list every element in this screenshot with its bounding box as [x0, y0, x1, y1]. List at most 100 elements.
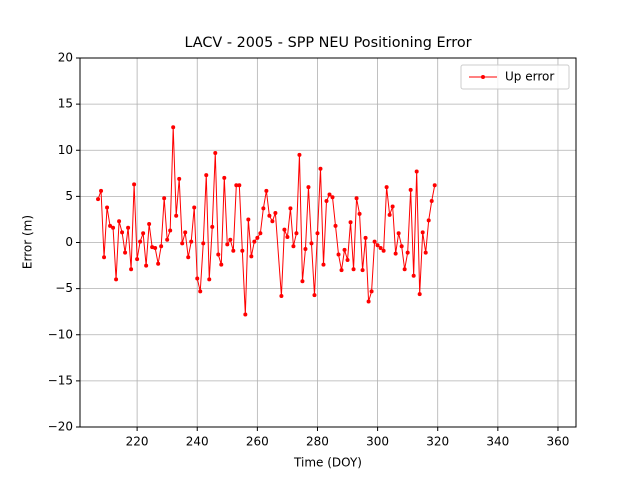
data-point: [348, 220, 353, 225]
data-point: [432, 183, 437, 188]
y-tick-label: 15: [58, 97, 73, 111]
data-point: [135, 257, 140, 262]
data-point: [96, 197, 101, 202]
data-point: [297, 152, 302, 157]
data-point: [144, 263, 149, 268]
y-axis-label: Error (m): [21, 215, 35, 269]
data-point: [357, 211, 362, 216]
data-point: [270, 219, 275, 224]
data-point: [390, 204, 395, 209]
data-point: [333, 223, 338, 228]
data-point: [261, 206, 266, 211]
data-point: [162, 196, 167, 201]
data-point: [150, 245, 155, 250]
data-point: [132, 182, 137, 187]
data-point: [210, 224, 215, 229]
data-point: [267, 213, 272, 218]
data-point: [255, 235, 260, 240]
data-point: [264, 188, 269, 193]
data-point: [417, 292, 422, 297]
data-point: [339, 268, 344, 273]
data-point: [243, 312, 248, 317]
y-tick-label: −10: [48, 327, 73, 341]
data-point: [426, 218, 431, 223]
legend-label: Up error: [505, 70, 554, 84]
data-point: [342, 247, 347, 252]
data-point: [195, 276, 200, 281]
y-tick-label: −20: [48, 420, 73, 434]
plot-frame: [79, 57, 577, 428]
data-point: [123, 250, 128, 255]
data-point: [225, 242, 230, 247]
data-point: [252, 239, 257, 244]
data-point: [324, 198, 329, 203]
data-point: [321, 262, 326, 267]
x-tick-label: 320: [426, 435, 449, 449]
data-point: [108, 223, 113, 228]
data-point: [222, 175, 227, 180]
data-point: [288, 206, 293, 211]
data-point: [207, 277, 212, 282]
data-point: [102, 255, 107, 260]
x-tick-label: 260: [246, 435, 269, 449]
data-point: [177, 176, 182, 181]
data-point: [285, 234, 290, 239]
data-point: [402, 267, 407, 272]
data-point: [354, 196, 359, 201]
data-point: [423, 250, 428, 255]
x-tick-label: 220: [126, 435, 149, 449]
data-point: [378, 246, 383, 251]
legend-box: [460, 64, 570, 90]
data-point: [306, 185, 311, 190]
data-point: [414, 169, 419, 174]
data-point: [219, 262, 224, 267]
data-point: [105, 205, 110, 210]
data-point: [381, 248, 386, 253]
data-point: [234, 183, 239, 188]
data-point: [186, 255, 191, 260]
data-point: [237, 183, 242, 188]
y-tick-label: 0: [65, 235, 73, 249]
data-point: [99, 188, 104, 193]
data-point: [228, 237, 233, 242]
data-point: [249, 254, 254, 259]
data-point: [399, 244, 404, 249]
data-point: [168, 228, 173, 233]
data-point: [363, 235, 368, 240]
data-point: [204, 173, 209, 178]
data-point: [384, 185, 389, 190]
data-point: [114, 277, 119, 282]
data-point: [120, 230, 125, 235]
data-point: [165, 237, 170, 242]
data-point: [330, 195, 335, 200]
data-point: [396, 231, 401, 236]
data-point: [180, 241, 185, 246]
y-tick-label: 5: [65, 189, 73, 203]
data-point: [246, 217, 251, 222]
data-point: [159, 244, 164, 249]
data-point: [351, 267, 356, 272]
data-point: [192, 205, 197, 210]
data-point: [294, 231, 299, 236]
data-point: [273, 210, 278, 215]
data-point: [231, 248, 236, 253]
data-point: [201, 241, 206, 246]
data-point: [183, 230, 188, 235]
data-point: [129, 267, 134, 272]
data-point: [393, 251, 398, 256]
x-tick-label: 360: [547, 435, 570, 449]
data-point: [156, 261, 161, 266]
x-axis-label: Time (DOY): [293, 456, 362, 470]
data-point: [372, 239, 377, 244]
data-point: [369, 289, 374, 294]
data-point: [375, 243, 380, 248]
data-point: [345, 258, 350, 263]
data-point: [360, 268, 365, 273]
data-point: [216, 252, 221, 257]
x-tick-label: 240: [186, 435, 209, 449]
data-point: [408, 187, 413, 192]
data-point: [240, 248, 245, 253]
y-tick-label: −5: [55, 281, 73, 295]
data-point: [282, 227, 287, 232]
